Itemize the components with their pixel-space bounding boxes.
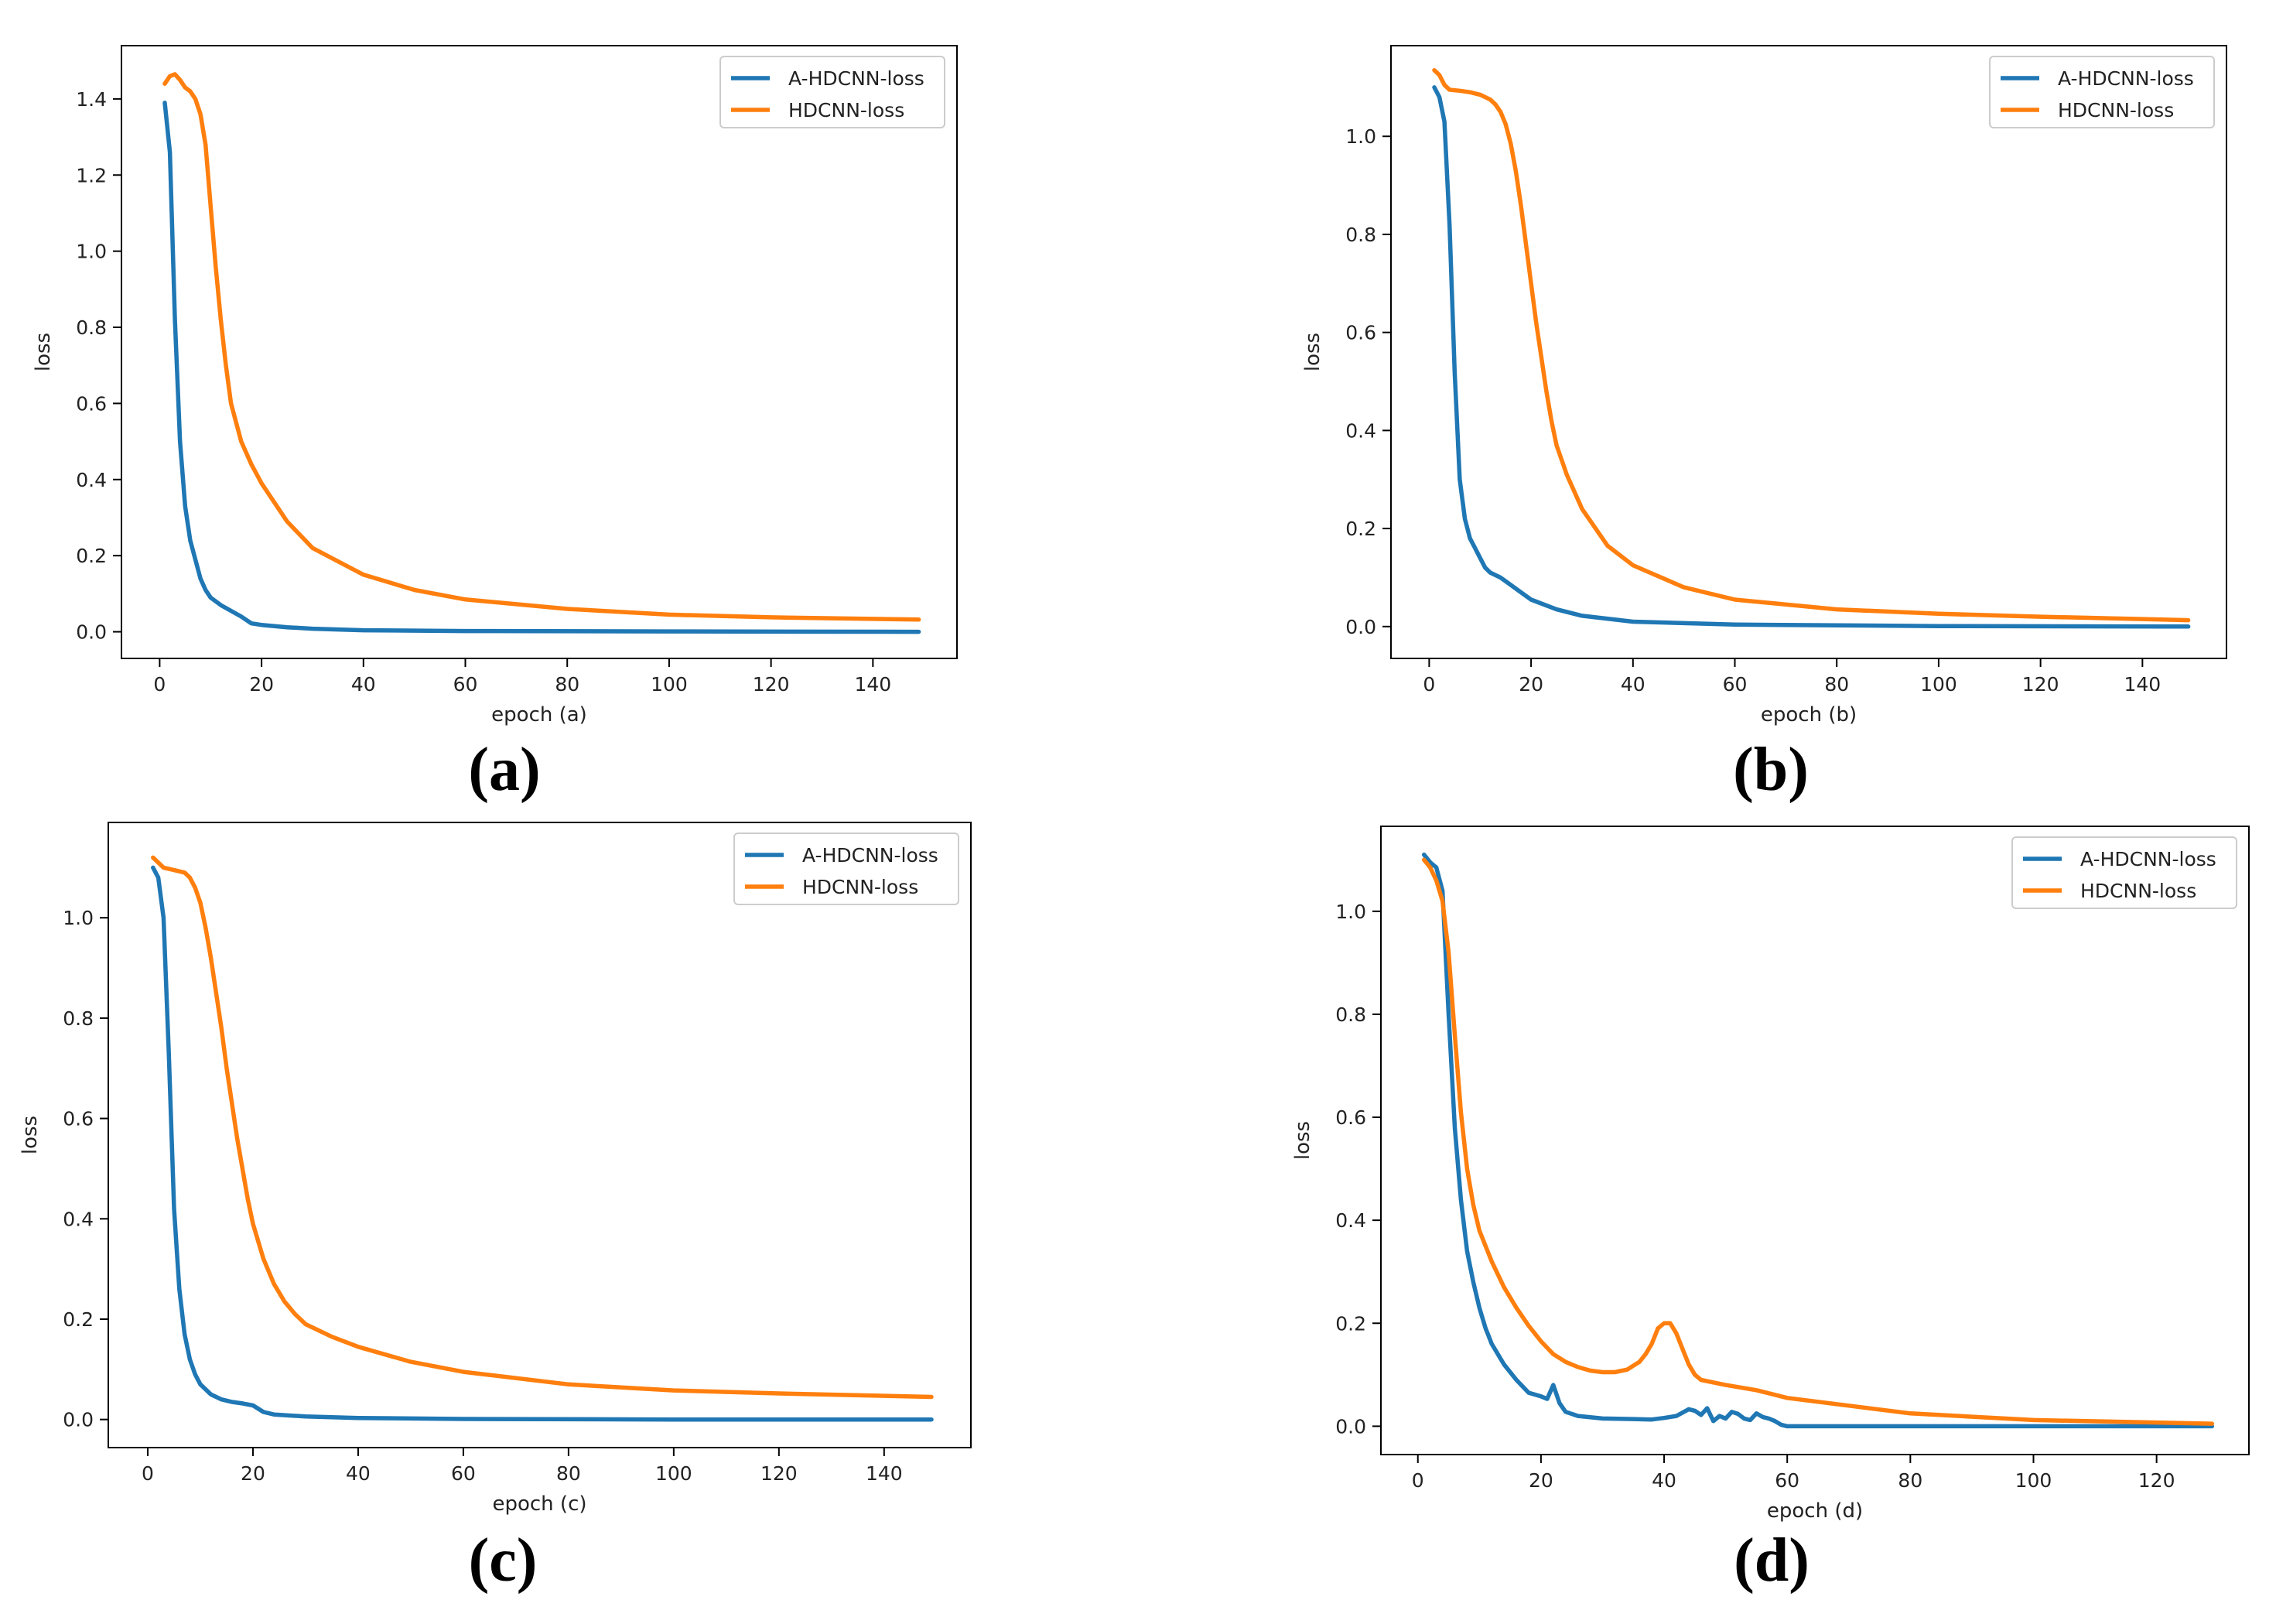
chart-a-ytick-label: 1.2 xyxy=(76,164,107,186)
chart-c-ylabel: loss xyxy=(19,1116,42,1154)
chart-a-legend-label: A-HDCNN-loss xyxy=(788,67,924,90)
chart-d-ytick-label: 1.0 xyxy=(1335,901,1366,923)
chart-b: 0 20 40 60 80 100 120 140 0.0 0.2 0.4 0.6 0.8 1.0 epoc… xyxy=(1301,45,2227,727)
chart-a-ytick-label: 0.8 xyxy=(76,316,107,339)
chart-b-ytick-label: 0.8 xyxy=(1345,224,1376,246)
caption-d: (d) xyxy=(1734,1527,1810,1595)
chart-b-xtick-label: 100 xyxy=(1920,673,1957,696)
chart-d-ytick-label: 0.2 xyxy=(1335,1312,1366,1335)
chart-c-ytick-label: 0.0 xyxy=(63,1409,94,1431)
chart-a-ylabel: loss xyxy=(32,333,55,371)
chart-c-legend-label: HDCNN-loss xyxy=(802,876,918,898)
caption-a: (a) xyxy=(468,736,541,804)
chart-c-ytick-label: 0.8 xyxy=(63,1007,94,1030)
chart-a-xtick-label: 40 xyxy=(351,673,376,696)
chart-b-ytick-label: 0.4 xyxy=(1345,419,1376,442)
chart-b-ytick-label: 0.0 xyxy=(1345,616,1376,638)
chart-d: 0 20 40 60 80 100 120 0.0 0.2 0.4 0.6 0.8 1.0 epoch (… xyxy=(1291,826,2250,1523)
chart-a-xtick-label: 100 xyxy=(651,673,688,696)
chart-a-ytick-label: 0.4 xyxy=(76,469,107,491)
chart-c-xtick-label: 80 xyxy=(556,1462,581,1485)
chart-c-xtick-label: 60 xyxy=(451,1462,476,1485)
chart-a-ytick-label: 1.0 xyxy=(76,241,107,263)
chart-d-line-hdcnn-loss xyxy=(1421,857,2215,1426)
chart-a-xtick-label: 60 xyxy=(453,673,478,696)
chart-d-xtick-label: 60 xyxy=(1775,1469,1799,1492)
caption-c: (c) xyxy=(468,1527,538,1595)
chart-c-frame xyxy=(108,822,972,1448)
chart-b-xtick-label: 80 xyxy=(1824,673,1849,696)
chart-d-xtick-label: 120 xyxy=(2138,1469,2175,1492)
chart-d-ytick-label: 0.4 xyxy=(1335,1209,1366,1232)
chart-b-xtick-label: 120 xyxy=(2022,673,2059,696)
chart-a-line-hdcnn-loss xyxy=(162,72,921,622)
chart-c-xtick-label: 0 xyxy=(142,1462,154,1485)
chart-b-ytick-label: 1.0 xyxy=(1345,125,1376,148)
chart-c-ytick-label: 1.0 xyxy=(63,907,94,929)
chart-c-xtick-label: 100 xyxy=(655,1462,692,1485)
chart-b-legend-label: A-HDCNN-loss xyxy=(2058,67,2194,90)
chart-d-xtick-label: 20 xyxy=(1529,1469,1553,1492)
chart-a-xtick-label: 120 xyxy=(753,673,790,696)
chart-d-xtick-label: 40 xyxy=(1652,1469,1676,1492)
chart-b-xtick-label: 140 xyxy=(2124,673,2161,696)
chart-d-frame xyxy=(1380,826,2250,1455)
chart-b-ytick-label: 0.2 xyxy=(1345,518,1376,540)
chart-a-ytick-label: 1.4 xyxy=(76,88,107,111)
chart-b-ylabel: loss xyxy=(1301,333,1324,371)
chart-a: 0 20 40 60 80 100 120 140 0.0 0.2 0.4 0.6 0.8 1.0 1.2 1… xyxy=(32,45,958,727)
chart-c-line-a-hdcnn-loss xyxy=(151,865,934,1422)
chart-d-legend xyxy=(2011,836,2237,909)
chart-c-xlabel: epoch (c) xyxy=(492,1492,586,1516)
chart-a-xtick-label: 0 xyxy=(153,673,166,696)
chart-a-ytick-label: 0.6 xyxy=(76,392,107,415)
chart-c-xtick-label: 140 xyxy=(866,1462,903,1485)
chart-c-xtick-label: 120 xyxy=(760,1462,798,1485)
chart-d-line-a-hdcnn-loss xyxy=(1421,852,2215,1429)
chart-b-xtick-label: 20 xyxy=(1519,673,1543,696)
chart-a-frame xyxy=(121,45,958,659)
chart-d-xtick-label: 80 xyxy=(1898,1469,1922,1492)
chart-c-xtick-label: 20 xyxy=(241,1462,265,1485)
chart-d-xtick-label: 100 xyxy=(2015,1469,2052,1492)
chart-d-xlabel: epoch (d) xyxy=(1767,1499,1863,1523)
chart-b-xtick-label: 0 xyxy=(1423,673,1435,696)
chart-b-ytick-label: 0.6 xyxy=(1345,322,1376,344)
chart-b-legend xyxy=(1989,56,2215,128)
chart-b-line-hdcnn-loss xyxy=(1432,67,2191,623)
chart-c-ytick-label: 0.2 xyxy=(63,1308,94,1331)
chart-a-ytick-label: 0.2 xyxy=(76,545,107,567)
chart-a-legend xyxy=(719,56,945,128)
chart-c-ytick-label: 0.4 xyxy=(63,1208,94,1230)
chart-c: 0 20 40 60 80 100 120 140 0.0 0.2 0.4 0.6 0.8 1.0 epoc… xyxy=(19,822,972,1516)
chart-b-xtick-label: 40 xyxy=(1621,673,1645,696)
chart-b-frame xyxy=(1390,45,2227,659)
chart-d-ytick-label: 0.8 xyxy=(1335,1003,1366,1026)
caption-b: (b) xyxy=(1733,736,1809,804)
chart-a-xlabel: epoch (a) xyxy=(491,703,587,727)
chart-d-legend-label: HDCNN-loss xyxy=(2080,880,2196,902)
chart-a-ytick-label: 0.0 xyxy=(76,621,107,644)
chart-a-line-a-hdcnn-loss xyxy=(162,101,921,634)
chart-d-ytick-label: 0.0 xyxy=(1335,1415,1366,1438)
chart-d-ylabel: loss xyxy=(1291,1121,1314,1160)
chart-c-xtick-label: 40 xyxy=(346,1462,371,1485)
chart-b-xlabel: epoch (b) xyxy=(1761,703,1857,727)
chart-a-xtick-label: 140 xyxy=(854,673,891,696)
chart-d-legend-label: A-HDCNN-loss xyxy=(2080,848,2216,870)
chart-c-legend-label: A-HDCNN-loss xyxy=(802,844,938,867)
chart-a-legend-label: HDCNN-loss xyxy=(788,99,904,121)
chart-d-ytick-label: 0.6 xyxy=(1335,1106,1366,1129)
chart-a-xtick-label: 80 xyxy=(555,673,579,696)
chart-d-xtick-label: 0 xyxy=(1412,1469,1424,1492)
chart-a-xtick-label: 20 xyxy=(249,673,274,696)
chart-b-line-a-hdcnn-loss xyxy=(1432,85,2191,629)
chart-b-xtick-label: 60 xyxy=(1723,673,1748,696)
chart-b-legend-label: HDCNN-loss xyxy=(2058,99,2174,121)
chart-c-legend xyxy=(733,833,959,905)
chart-c-ytick-label: 0.6 xyxy=(63,1108,94,1130)
chart-c-line-hdcnn-loss xyxy=(151,855,934,1400)
